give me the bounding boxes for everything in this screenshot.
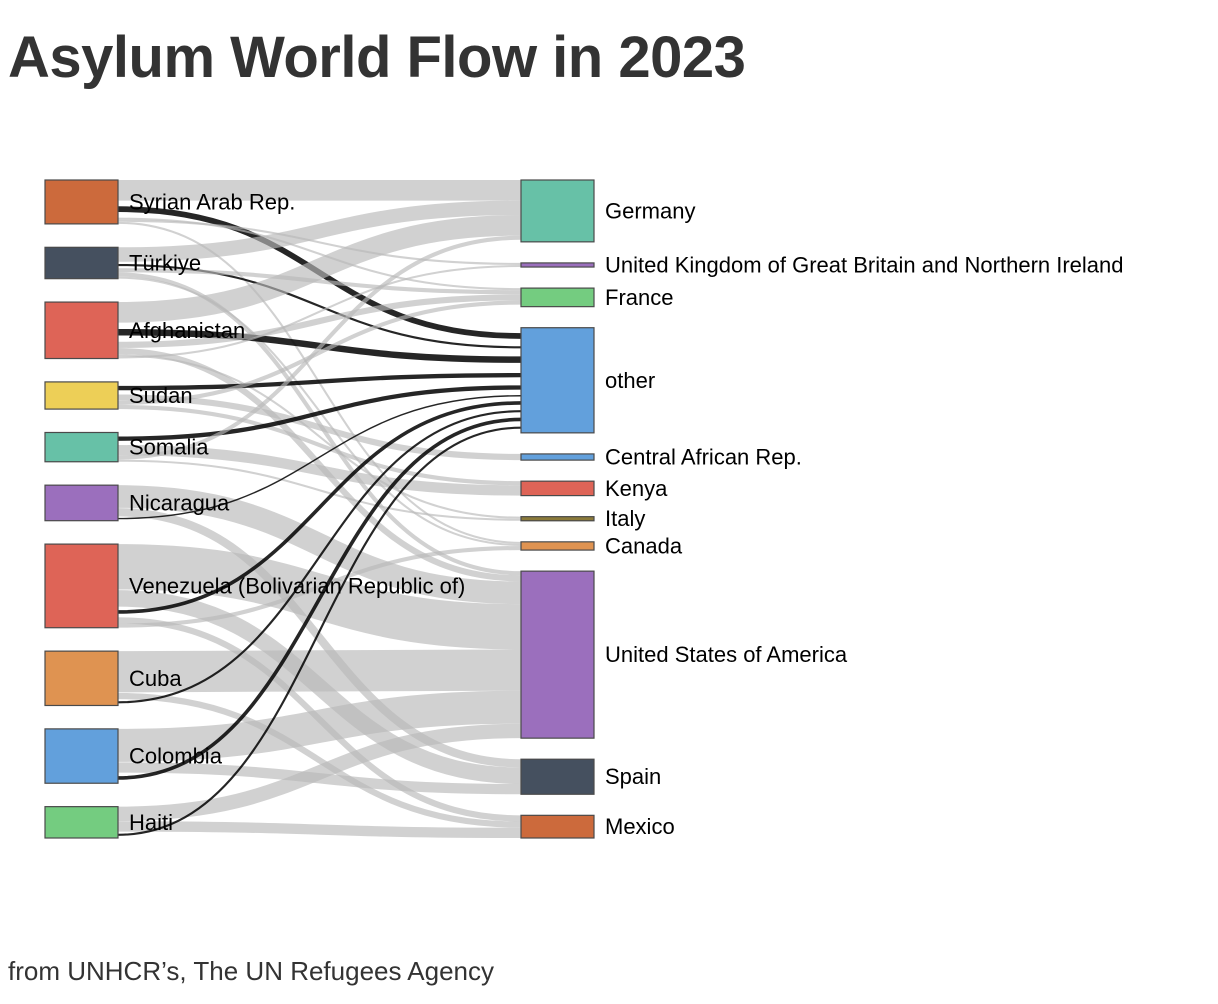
destination-node-italy[interactable] <box>520 516 595 522</box>
link-syrian-arab-rep-to-united-kingdom-of-great-britain-and-northern-ireland[interactable] <box>117 219 522 265</box>
source-note: from UNHCR’s, The UN Refugees Agency <box>8 956 495 986</box>
link-afghanistan-to-united-kingdom-of-great-britain-and-northern-ireland[interactable] <box>117 264 522 359</box>
link-haiti-to-united-states-of-america[interactable] <box>117 723 522 822</box>
link-turkiye-to-united-states-of-america[interactable] <box>117 272 522 576</box>
link-sudan-to-kenya[interactable] <box>117 404 522 486</box>
link-venezuela-bolivarian-republic-of-to-canada[interactable] <box>117 545 522 628</box>
origin-node-syrian-arab-rep[interactable] <box>44 179 119 225</box>
origin-label-somalia: Somalia <box>129 435 209 460</box>
destination-node-kenya[interactable] <box>520 480 595 497</box>
origin-node-somalia[interactable] <box>44 431 119 463</box>
origin-node-colombia[interactable] <box>44 728 119 784</box>
link-colombia-to-other[interactable] <box>117 417 522 780</box>
origin-node-haiti[interactable] <box>44 806 119 839</box>
origin-node-turkiye[interactable] <box>44 246 119 280</box>
link-somalia-to-other[interactable] <box>117 385 522 441</box>
destination-label-canada: Canada <box>605 533 683 558</box>
link-sudan-to-other[interactable] <box>117 372 522 391</box>
link-haiti-to-mexico[interactable] <box>117 821 522 838</box>
link-sudan-to-central-african-rep[interactable] <box>117 394 522 461</box>
link-afghanistan-to-italy[interactable] <box>117 354 522 519</box>
link-turkiye-to-other[interactable] <box>117 263 522 349</box>
destination-node-france[interactable] <box>520 287 595 308</box>
destination-label-united-states-of-america: United States of America <box>605 642 848 667</box>
destination-node-spain[interactable] <box>520 758 595 795</box>
origin-node-afghanistan[interactable] <box>44 301 119 360</box>
link-somalia-to-germany[interactable] <box>117 235 522 460</box>
origin-label-syrian-arab-rep: Syrian Arab Rep. <box>129 189 295 214</box>
origin-node-sudan[interactable] <box>44 381 119 410</box>
link-sudan-to-france[interactable] <box>117 300 522 405</box>
destination-label-germany: Germany <box>605 198 695 223</box>
link-afghanistan-to-france[interactable] <box>117 294 522 348</box>
destination-label-france: France <box>605 285 673 310</box>
link-turkiye-to-france[interactable] <box>117 268 522 295</box>
destination-label-spain: Spain <box>605 764 661 789</box>
destination-node-united-states-of-america[interactable] <box>520 570 595 739</box>
link-somalia-to-italy[interactable] <box>117 459 522 521</box>
destination-node-canada[interactable] <box>520 541 595 551</box>
link-cuba-to-mexico[interactable] <box>117 692 522 828</box>
destination-label-kenya: Kenya <box>605 476 668 501</box>
chart-title: Asylum World Flow in 2023 <box>8 25 746 90</box>
destination-label-italy: Italy <box>605 506 645 531</box>
origin-node-venezuela-bolivarian-republic-of[interactable] <box>44 543 119 629</box>
link-afghanistan-to-germany[interactable] <box>117 215 522 323</box>
destination-node-united-kingdom-of-great-britain-and-northern-ireland[interactable] <box>520 262 595 268</box>
origin-label-afghanistan: Afghanistan <box>129 318 245 343</box>
destination-label-united-kingdom-of-great-britain-and-northern-ireland: United Kingdom of Great Britain and Nort… <box>605 252 1124 277</box>
destination-node-central-african-rep[interactable] <box>520 453 595 461</box>
destination-label-other: other <box>605 368 655 393</box>
destination-node-other[interactable] <box>520 327 595 434</box>
origin-label-venezuela-bolivarian-republic-of: Venezuela (Bolivarian Republic of) <box>129 573 465 598</box>
origin-node-cuba[interactable] <box>44 650 119 707</box>
link-somalia-to-kenya[interactable] <box>117 445 522 496</box>
link-turkiye-to-germany[interactable] <box>117 200 522 262</box>
destination-node-germany[interactable] <box>520 179 595 243</box>
link-nicaragua-to-other[interactable] <box>117 395 522 520</box>
origin-label-haiti: Haiti <box>129 810 173 835</box>
link-venezuela-bolivarian-republic-of-to-other[interactable] <box>117 401 522 614</box>
link-nicaragua-to-spain[interactable] <box>117 508 522 768</box>
link-colombia-to-united-states-of-america[interactable] <box>117 690 522 762</box>
destination-label-mexico: Mexico <box>605 814 675 839</box>
labels-layer: Syrian Arab Rep. Türkiye Afghanistan Sudan S… <box>129 189 1124 839</box>
link-nicaragua-to-united-states-of-america[interactable] <box>117 485 522 605</box>
origin-label-sudan: Sudan <box>129 383 193 408</box>
origin-label-nicaragua: Nicaragua <box>129 490 230 515</box>
origin-label-colombia: Colombia <box>129 744 223 769</box>
destination-label-central-african-rep: Central African Rep. <box>605 445 802 470</box>
origin-label-cuba: Cuba <box>129 666 182 691</box>
nodes-layer <box>44 179 595 839</box>
destination-node-mexico[interactable] <box>520 814 595 839</box>
link-cuba-to-other[interactable] <box>117 410 522 704</box>
link-haiti-to-other[interactable] <box>117 426 522 836</box>
links-layer <box>117 180 522 838</box>
origin-label-turkiye: Türkiye <box>129 250 201 275</box>
origin-node-nicaragua[interactable] <box>44 484 119 522</box>
link-cuba-to-united-states-of-america[interactable] <box>117 649 522 693</box>
